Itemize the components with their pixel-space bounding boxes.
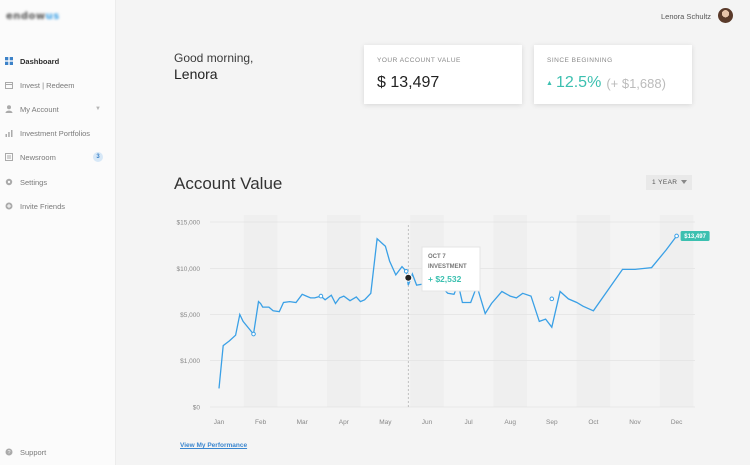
tooltip-amount: + $2,532 <box>428 274 462 284</box>
sidebar-item-label: Dashboard <box>20 56 60 66</box>
since-beginning-card: SINCE BEGINNING ▲ 12.5% (+ $1,688) <box>534 45 692 104</box>
cursor-hand-icon <box>404 273 413 282</box>
data-point <box>674 233 679 239</box>
sidebar-item-newsroom[interactable]: Newsroom 3 <box>0 149 116 165</box>
tooltip-label: INVESTMENT <box>428 264 467 270</box>
chart-tooltip: OCT 7 INVESTMENT + $2,532 <box>421 246 481 292</box>
chart-title: Account Value <box>174 174 283 193</box>
help-circle-icon: ? <box>5 448 13 456</box>
account-value-chart[interactable]: $0 $1,000 $5,000 $10,000 $15,000 Jan Feb Mar Apr… <box>160 205 720 430</box>
avatar[interactable] <box>718 8 733 23</box>
column-band <box>327 215 361 407</box>
sidebar-item-invite-friends[interactable]: Invite Friends <box>0 198 116 214</box>
since-beginning-label: SINCE BEGINNING <box>547 57 613 64</box>
data-point <box>318 293 324 299</box>
series-line <box>218 235 679 389</box>
greeting-name: Lenora <box>174 66 218 82</box>
notification-badge: 3 <box>93 152 103 162</box>
svg-text:?: ? <box>7 450 10 456</box>
sidebar-item-support[interactable]: ? Support <box>0 445 116 459</box>
sidebar-item-label: Invite Friends <box>20 201 66 211</box>
y-tick-label: $0 <box>193 405 201 412</box>
plus-circle-icon <box>5 202 13 210</box>
column-band <box>410 215 444 407</box>
sidebar-item-label: Settings <box>20 177 48 187</box>
sidebar-item-label: Investment Portfolios <box>20 128 91 138</box>
gear-icon <box>5 178 13 186</box>
x-tick-label: Jul <box>464 419 473 426</box>
range-select-value: 1 YEAR <box>652 179 678 186</box>
grid-icon <box>5 57 13 65</box>
brand-logo[interactable]: endowus <box>6 11 60 22</box>
column-band <box>659 215 694 407</box>
account-value: $ 13,497 <box>377 74 440 91</box>
y-tick-label: $15,000 <box>177 220 201 227</box>
greeting-text: Good morning, <box>174 51 254 65</box>
column-band <box>243 215 278 407</box>
chevron-down-icon[interactable]: ▼ <box>95 106 101 112</box>
sidebar-item-label: Invest | Redeem <box>20 80 75 90</box>
tooltip-date: OCT 7 <box>428 254 446 260</box>
x-tick-label: Jun <box>422 419 433 426</box>
since-amount: (+ $1,688) <box>606 75 666 91</box>
newspaper-icon <box>5 153 13 161</box>
sidebar-item-settings[interactable]: Settings <box>0 174 116 190</box>
since-beginning-value: ▲ 12.5% (+ $1,688) <box>546 74 666 92</box>
x-tick-label: Aug <box>504 419 516 426</box>
card-icon <box>5 81 13 89</box>
data-point <box>403 268 409 274</box>
x-tick-label: Oct <box>588 419 598 426</box>
tooltip-box <box>421 246 481 292</box>
x-tick-label: Sep <box>546 419 558 426</box>
y-tick-label: $10,000 <box>177 266 201 273</box>
support-label: Support <box>20 447 47 457</box>
x-tick-label: Feb <box>255 419 267 426</box>
sidebar-item-my-account[interactable]: My Account ▼ <box>0 101 116 117</box>
account-value-card: YOUR ACCOUNT VALUE $ 13,497 <box>364 45 522 104</box>
column-band <box>493 215 527 407</box>
x-tick-label: Nov <box>629 419 641 426</box>
y-tick-label: $5,000 <box>180 312 200 319</box>
view-performance-link[interactable]: View My Performance <box>180 442 248 449</box>
data-point <box>251 331 256 337</box>
sidebar-item-invest-redeem[interactable]: Invest | Redeem <box>0 77 116 93</box>
x-tick-label: Apr <box>339 419 350 426</box>
range-select[interactable]: 1 YEAR <box>646 175 692 190</box>
end-value-badge <box>680 230 710 241</box>
user-name[interactable]: Lenora Schultz <box>661 12 712 21</box>
caret-down-icon <box>681 180 687 184</box>
x-tick-label: Jan <box>214 419 225 426</box>
sidebar-item-dashboard[interactable]: Dashboard <box>0 53 116 69</box>
data-point <box>549 296 555 302</box>
sidebar-item-label: Newsroom <box>20 152 56 162</box>
user-icon <box>5 105 13 113</box>
sidebar: endowus Dashboard Invest | Redeem My Acc… <box>0 0 116 465</box>
y-tick-label: $1,000 <box>180 358 200 365</box>
account-value-label: YOUR ACCOUNT VALUE <box>377 57 461 64</box>
bar-chart-icon <box>5 129 13 137</box>
x-tick-label: Mar <box>297 419 309 426</box>
end-value-label: $13,497 <box>684 234 706 240</box>
since-percent: 12.5% <box>555 74 602 91</box>
x-tick-label: May <box>379 419 392 426</box>
x-tick-label: Dec <box>671 419 683 426</box>
sidebar-item-label: My Account <box>20 104 59 114</box>
up-arrow-icon: ▲ <box>546 79 553 87</box>
sidebar-item-investment-portfolios[interactable]: Investment Portfolios <box>0 125 116 141</box>
